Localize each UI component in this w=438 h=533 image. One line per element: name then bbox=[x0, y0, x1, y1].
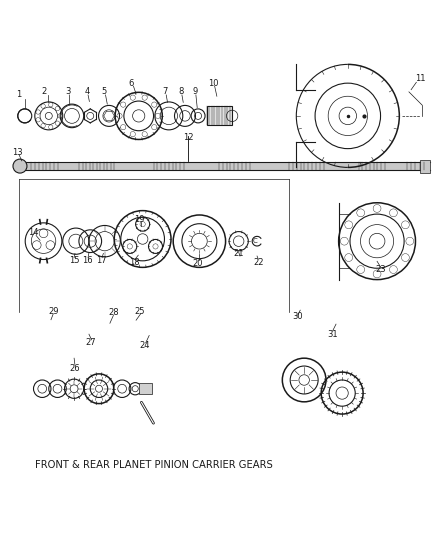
Text: 3: 3 bbox=[66, 87, 71, 96]
Text: 25: 25 bbox=[134, 306, 145, 316]
Text: 20: 20 bbox=[192, 259, 202, 268]
Circle shape bbox=[13, 159, 27, 173]
Text: 14: 14 bbox=[28, 228, 39, 237]
Text: 6: 6 bbox=[128, 79, 134, 87]
Text: 9: 9 bbox=[192, 87, 198, 96]
Text: 18: 18 bbox=[129, 257, 139, 266]
Text: 2: 2 bbox=[42, 87, 47, 96]
Bar bbox=[207, 106, 232, 125]
Text: 4: 4 bbox=[84, 87, 89, 96]
Text: 11: 11 bbox=[415, 74, 425, 83]
Text: 29: 29 bbox=[49, 306, 59, 316]
Text: C: C bbox=[253, 238, 258, 244]
Text: 8: 8 bbox=[178, 87, 184, 96]
Bar bbox=[420, 159, 430, 173]
Text: 10: 10 bbox=[208, 79, 219, 87]
Text: 12: 12 bbox=[183, 133, 194, 142]
Bar bbox=[18, 161, 430, 171]
Text: 19: 19 bbox=[134, 215, 145, 224]
Text: FRONT & REAR PLANET PINION CARRIER GEARS: FRONT & REAR PLANET PINION CARRIER GEARS bbox=[35, 460, 272, 470]
Text: 21: 21 bbox=[233, 249, 244, 258]
Text: 27: 27 bbox=[85, 338, 95, 348]
Text: 30: 30 bbox=[292, 312, 303, 321]
Text: 28: 28 bbox=[108, 308, 119, 317]
Text: 26: 26 bbox=[70, 364, 80, 373]
Text: 15: 15 bbox=[69, 256, 79, 265]
Text: 13: 13 bbox=[12, 148, 23, 157]
Text: 22: 22 bbox=[253, 257, 264, 266]
Text: 7: 7 bbox=[162, 87, 168, 96]
Text: 16: 16 bbox=[82, 256, 92, 265]
Text: 31: 31 bbox=[327, 330, 338, 338]
Text: 24: 24 bbox=[140, 342, 150, 351]
Text: 17: 17 bbox=[96, 256, 106, 265]
Text: 5: 5 bbox=[101, 87, 106, 96]
Text: 1: 1 bbox=[16, 90, 21, 99]
Bar bbox=[139, 384, 152, 394]
Text: 23: 23 bbox=[375, 265, 386, 274]
